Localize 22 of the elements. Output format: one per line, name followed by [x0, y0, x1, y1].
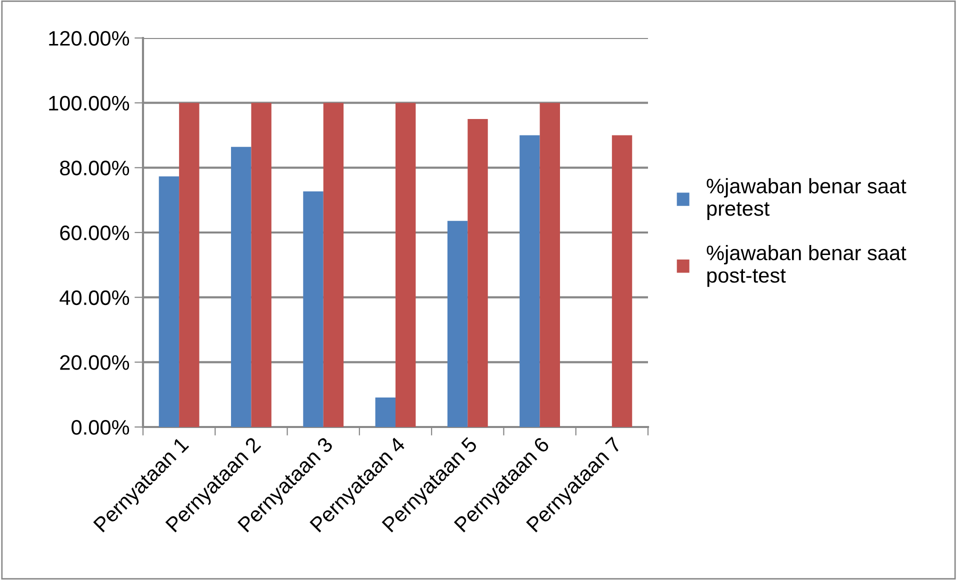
legend-label: %jawaban benar saat pretest — [706, 178, 906, 220]
y-tick-label: 60.00% — [60, 226, 130, 240]
bar — [231, 146, 252, 427]
bar — [179, 102, 200, 427]
bar — [447, 220, 468, 427]
y-tick-label: 100.00% — [49, 96, 130, 111]
bar — [520, 135, 540, 427]
bar — [468, 119, 488, 427]
bar — [323, 102, 344, 427]
bar — [375, 398, 396, 427]
y-tick-label: 0.00% — [72, 420, 130, 435]
y-tick-label: 20.00% — [60, 355, 130, 370]
bar — [158, 176, 180, 427]
legend-label: %jawaban benar saat post-test — [706, 245, 906, 287]
y-tick-label: 120.00% — [49, 31, 130, 46]
y-tick-label: 80.00% — [60, 160, 130, 176]
bar — [612, 135, 632, 427]
bar — [251, 102, 272, 427]
y-tick-label: 40.00% — [60, 290, 130, 306]
bar — [303, 191, 324, 427]
bar — [396, 102, 416, 427]
bar — [540, 102, 560, 427]
